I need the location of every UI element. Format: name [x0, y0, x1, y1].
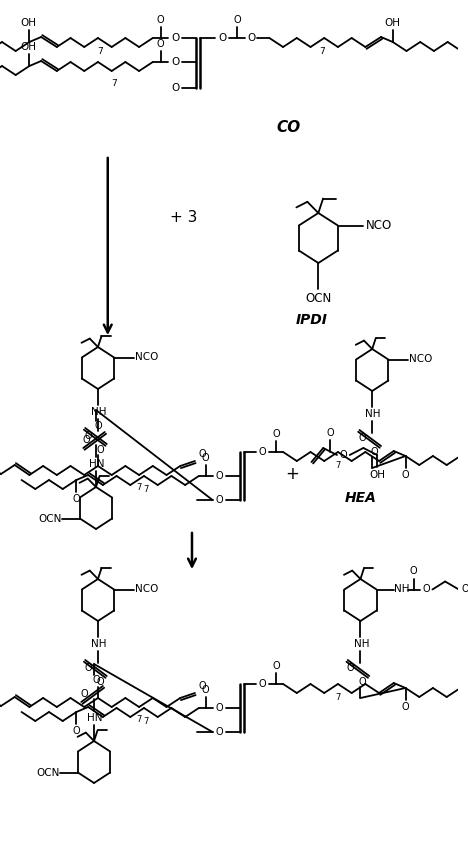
Text: O: O: [73, 494, 80, 504]
Text: NCO: NCO: [135, 353, 158, 362]
Text: O: O: [202, 685, 210, 695]
Text: O: O: [326, 428, 334, 438]
Text: +: +: [285, 465, 299, 483]
Text: 7: 7: [97, 47, 103, 55]
Text: IPDI: IPDI: [296, 313, 328, 327]
Text: OH: OH: [21, 18, 37, 28]
Text: 7: 7: [335, 460, 341, 470]
Text: O: O: [233, 15, 241, 25]
Text: O: O: [347, 663, 354, 673]
Text: OCN: OCN: [305, 293, 331, 305]
Text: O: O: [157, 15, 164, 25]
Text: NCO: NCO: [409, 354, 432, 365]
Text: O: O: [272, 661, 280, 671]
Text: O: O: [423, 584, 431, 594]
Text: O: O: [216, 703, 223, 713]
Text: O: O: [218, 33, 227, 43]
Text: OCN: OCN: [37, 767, 60, 778]
Text: O: O: [272, 429, 280, 439]
Text: OH: OH: [385, 18, 401, 28]
Text: O: O: [82, 435, 90, 445]
Text: + 3: + 3: [170, 210, 198, 226]
Text: O: O: [73, 726, 80, 736]
Text: 7: 7: [111, 80, 117, 88]
Text: O: O: [216, 727, 223, 737]
Text: O: O: [216, 471, 223, 481]
Text: O: O: [96, 677, 104, 687]
Text: O: O: [340, 450, 348, 460]
Text: O: O: [84, 663, 92, 673]
Text: 7: 7: [335, 693, 341, 701]
Text: O: O: [259, 447, 266, 457]
Text: O: O: [358, 433, 366, 443]
Text: O: O: [199, 681, 206, 691]
Text: O: O: [370, 447, 378, 457]
Text: O: O: [216, 495, 223, 505]
Text: HEA: HEA: [344, 491, 376, 505]
Text: NCO: NCO: [366, 219, 392, 232]
Text: O: O: [358, 677, 366, 687]
Text: O: O: [410, 566, 417, 577]
Text: OCN: OCN: [39, 514, 62, 523]
Text: NH: NH: [395, 584, 410, 594]
Text: 7: 7: [143, 484, 149, 494]
Text: 7: 7: [319, 47, 325, 55]
Text: 7: 7: [136, 483, 142, 493]
Text: O: O: [94, 421, 102, 431]
Text: O: O: [96, 445, 104, 455]
Text: O: O: [462, 584, 468, 594]
Text: CO: CO: [277, 120, 301, 136]
Text: OH: OH: [369, 470, 385, 480]
Text: O: O: [157, 39, 164, 49]
Text: 7: 7: [143, 717, 149, 726]
Text: HN: HN: [89, 459, 105, 469]
Text: O: O: [248, 33, 256, 43]
Text: O: O: [84, 431, 92, 441]
Text: O: O: [199, 449, 206, 459]
Text: O: O: [402, 702, 410, 712]
Text: NH: NH: [91, 639, 107, 649]
Text: NH: NH: [91, 407, 107, 417]
Text: O: O: [402, 470, 410, 480]
Text: O: O: [171, 57, 179, 67]
Text: HN: HN: [87, 713, 103, 723]
Text: O: O: [171, 33, 179, 43]
Text: O: O: [259, 679, 266, 689]
Text: NH: NH: [366, 409, 381, 419]
Text: O: O: [202, 453, 210, 463]
Text: OH: OH: [21, 42, 37, 52]
Text: O: O: [171, 83, 179, 93]
Text: NH: NH: [354, 639, 369, 649]
Text: O: O: [80, 689, 88, 699]
Text: NCO: NCO: [135, 584, 158, 594]
Text: 7: 7: [136, 716, 142, 724]
Text: O: O: [92, 675, 100, 685]
